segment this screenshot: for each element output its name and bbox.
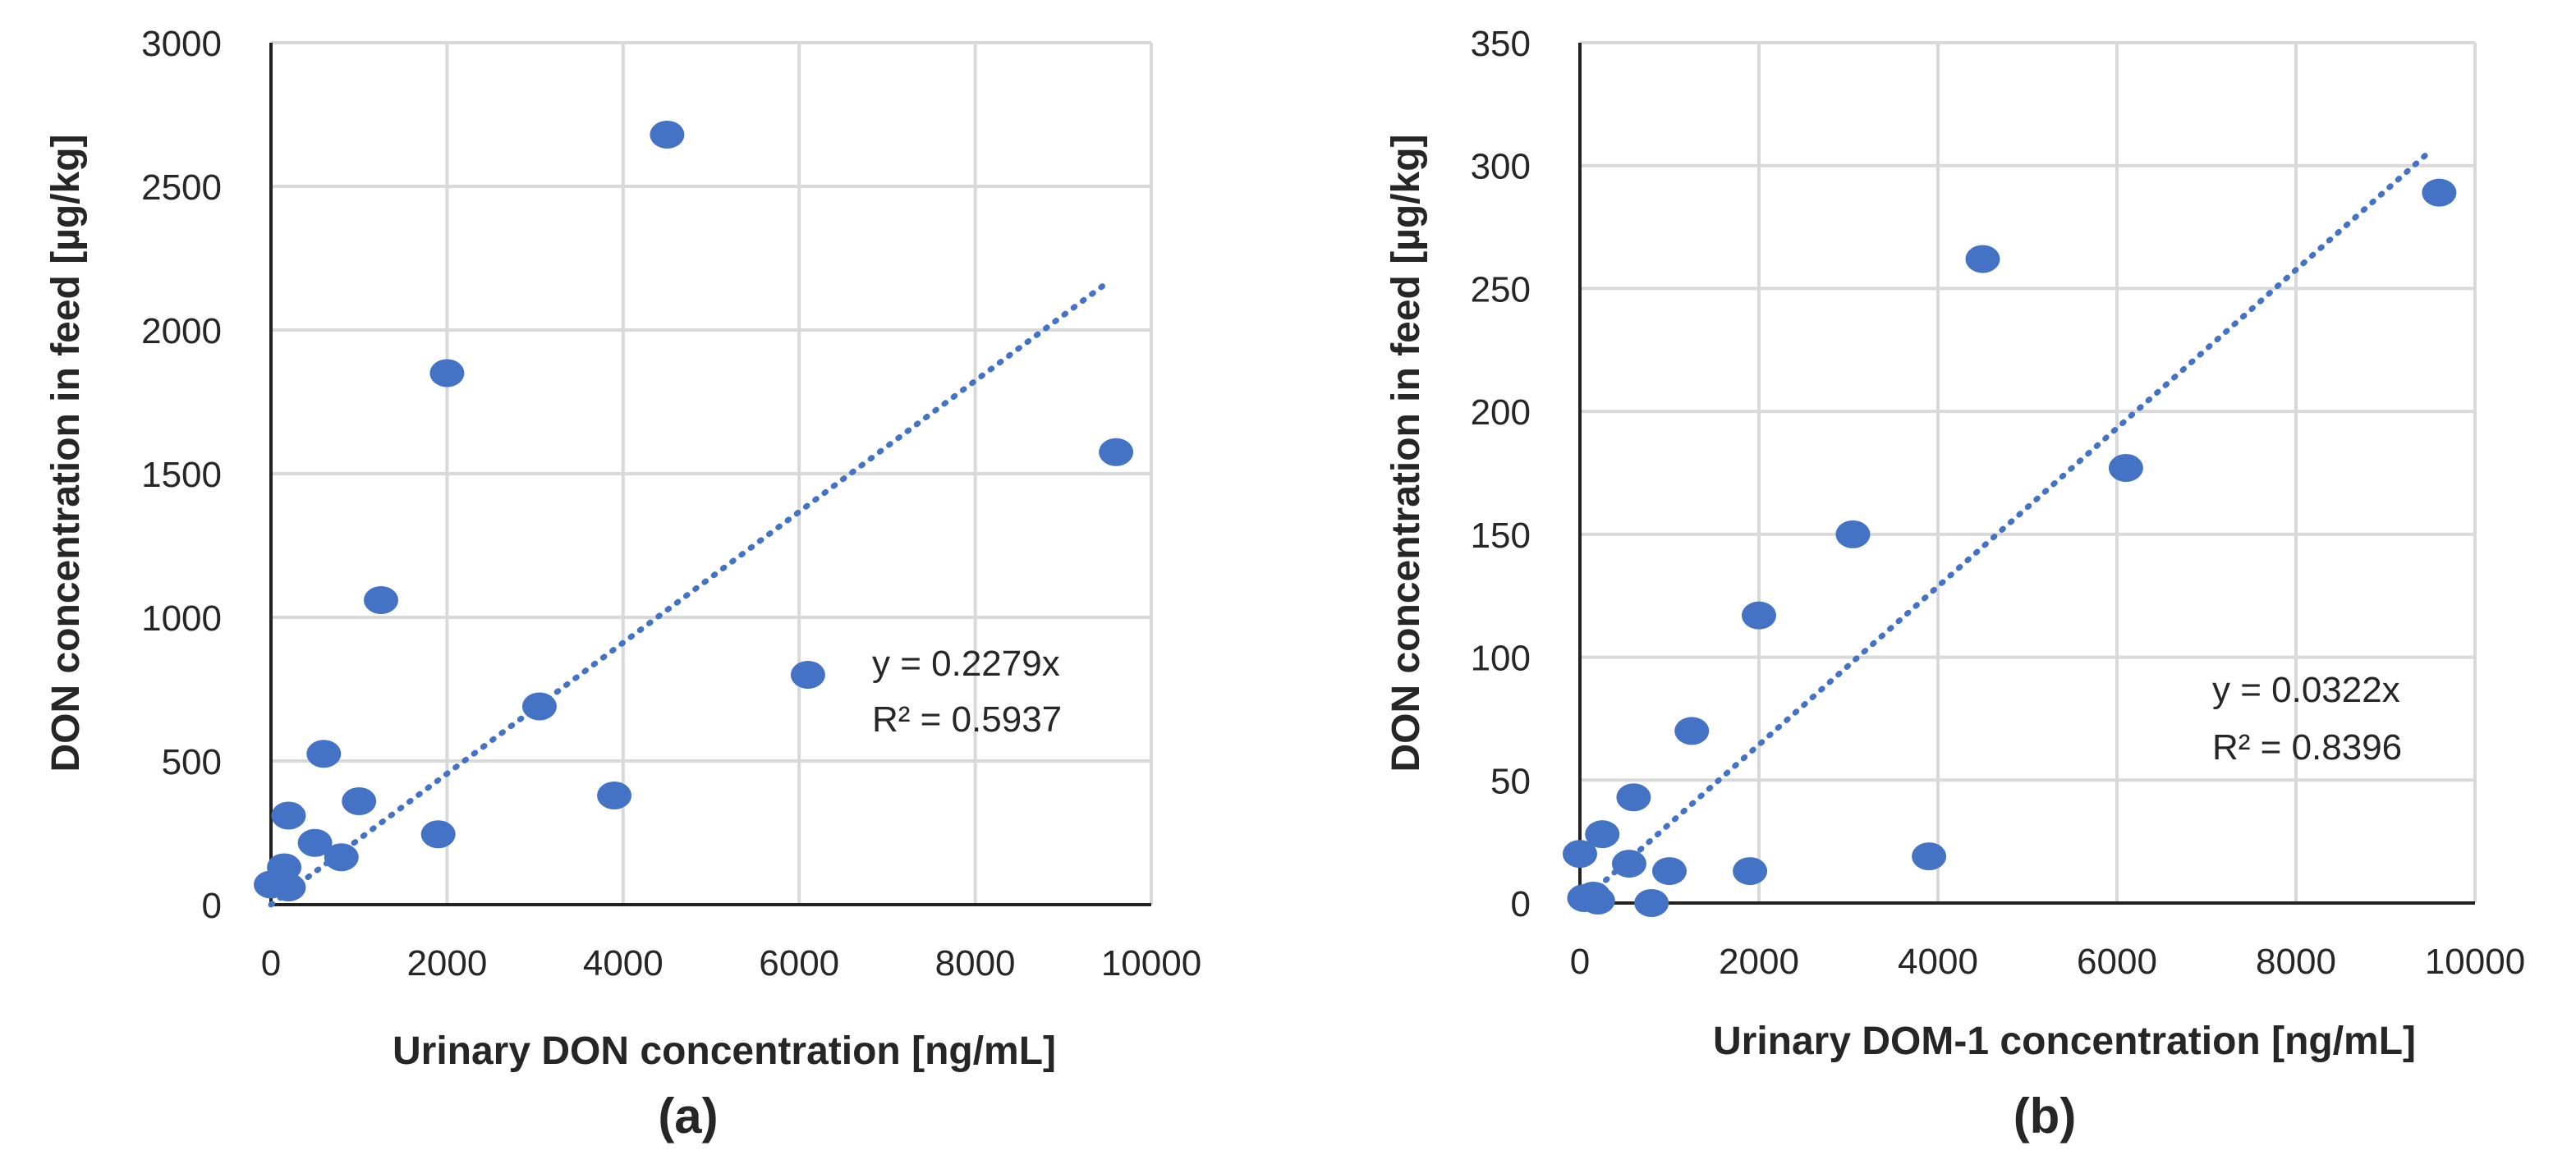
- data-point-b-3: [1580, 887, 1615, 915]
- grid-b: [1578, 41, 2477, 905]
- y-tick-labels-a: 0 500 1000 1500 2000 2500 3000: [141, 24, 222, 926]
- y-tick-b-5: 250: [1471, 269, 1531, 309]
- y-tick-a-2: 1000: [141, 598, 222, 639]
- data-point-b-7: [1634, 889, 1669, 917]
- data-point-b-14: [1965, 245, 2000, 273]
- data-points-b: [1563, 178, 2457, 917]
- y-tick-b-4: 200: [1471, 392, 1531, 433]
- x-tick-a-5: 10000: [1101, 943, 1201, 983]
- chart-panel-b: 0 2000 4000 6000 8000 10000 0 50 100 150 200 250 30…: [1384, 24, 2525, 1144]
- data-point-a-11: [521, 692, 557, 721]
- y-tick-labels-b: 0 50 100 150 200 250 300 350: [1471, 24, 1531, 924]
- trendline-a-group: [268, 279, 1110, 908]
- data-point-b-6: [1616, 783, 1651, 812]
- data-point-b-15: [2108, 454, 2143, 483]
- x-axis-label-b: Urinary DOM-1 concentration [ng/mL]: [1713, 1020, 2416, 1063]
- x-tick-b-5: 10000: [2425, 942, 2525, 982]
- y-tick-b-2: 100: [1471, 639, 1531, 679]
- data-point-a-4: [297, 828, 333, 857]
- data-point-b-9: [1674, 717, 1710, 745]
- data-point-a-13: [650, 121, 685, 149]
- data-points-a: [254, 121, 1134, 901]
- data-point-a-2: [271, 873, 306, 901]
- data-point-b-8: [1652, 857, 1687, 886]
- y-tick-b-1: 50: [1490, 761, 1531, 801]
- data-point-b-12: [1835, 520, 1871, 548]
- data-point-a-7: [342, 787, 377, 815]
- trendline-b: [1577, 148, 2433, 906]
- grid-a: [269, 41, 1153, 906]
- y-axis-label-b: DON concentration in feed [µg/kg]: [1384, 134, 1428, 772]
- x-tick-b-1: 2000: [1719, 942, 1799, 982]
- y-tick-a-0: 0: [202, 886, 222, 926]
- y-tick-a-6: 3000: [141, 24, 222, 64]
- r-squared-a: R² = 0.5937: [872, 699, 1062, 740]
- y-tick-b-0: 0: [1511, 884, 1531, 924]
- x-axis-label-a: Urinary DON concentration [ng/mL]: [393, 1029, 1056, 1073]
- x-tick-a-2: 4000: [583, 943, 664, 983]
- y-axis-label-a: DON concentration in feed [µg/kg]: [44, 134, 88, 772]
- data-point-a-15: [1099, 438, 1134, 466]
- data-point-a-9: [420, 820, 456, 849]
- data-point-a-14: [790, 661, 825, 689]
- x-tick-a-1: 2000: [406, 943, 487, 983]
- y-tick-a-1: 500: [162, 742, 222, 782]
- data-point-b-0: [1563, 840, 1597, 869]
- x-tick-a-4: 8000: [935, 943, 1016, 983]
- x-tick-labels-a: 0 2000 4000 6000 8000 10000: [261, 943, 1201, 983]
- data-point-a-6: [324, 843, 359, 872]
- data-point-b-10: [1733, 857, 1768, 886]
- chart-panel-a: 0 2000 4000 6000 8000 10000 0 500 1000 1500 2000 2…: [44, 24, 1201, 1144]
- trend-equation-a: y = 0.2279x: [872, 644, 1060, 684]
- data-point-b-11: [1742, 601, 1776, 630]
- y-tick-b-3: 150: [1471, 516, 1531, 556]
- y-tick-a-4: 2000: [141, 311, 222, 351]
- data-point-b-4: [1585, 820, 1620, 849]
- x-tick-a-0: 0: [261, 943, 281, 983]
- data-point-a-3: [271, 801, 306, 830]
- x-tick-labels-b: 0 2000 4000 6000 8000 10000: [1570, 942, 2525, 982]
- y-tick-b-7: 350: [1471, 24, 1531, 64]
- panel-label-b: (b): [2014, 1089, 2077, 1144]
- y-tick-a-3: 1500: [141, 455, 222, 495]
- x-tick-a-3: 6000: [759, 943, 839, 983]
- y-tick-b-6: 300: [1471, 147, 1531, 187]
- panel-label-a: (a): [658, 1089, 718, 1144]
- data-point-a-12: [597, 782, 632, 809]
- trendline-b-group: [1577, 148, 2433, 906]
- trend-equation-b: y = 0.0322x: [2212, 670, 2400, 710]
- data-point-a-5: [306, 740, 342, 768]
- r-squared-b: R² = 0.8396: [2212, 727, 2402, 768]
- x-tick-b-2: 4000: [1898, 942, 1978, 982]
- data-point-b-5: [1611, 850, 1646, 878]
- x-tick-b-3: 6000: [2077, 942, 2157, 982]
- y-tick-a-5: 2500: [141, 167, 222, 208]
- x-tick-b-0: 0: [1570, 942, 1590, 982]
- data-point-b-13: [1912, 842, 1947, 871]
- data-point-b-16: [2422, 178, 2457, 207]
- data-point-a-10: [429, 359, 465, 387]
- data-point-a-8: [364, 586, 398, 614]
- x-tick-b-4: 8000: [2256, 942, 2336, 982]
- trendline-a: [268, 279, 1110, 908]
